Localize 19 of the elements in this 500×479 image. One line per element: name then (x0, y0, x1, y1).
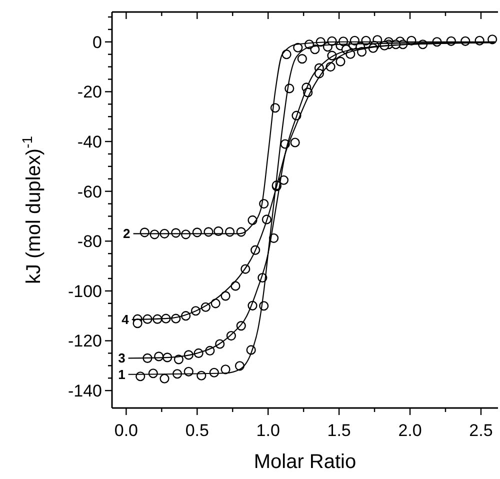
y-tick-label: -120 (68, 332, 102, 351)
x-tick-label: 2.5 (469, 421, 493, 440)
series-label: 2 (123, 226, 130, 242)
y-tick-label: -20 (77, 82, 102, 102)
x-tick-label: 0.0 (114, 421, 138, 440)
x-axis-title: Molar Ratio (254, 451, 356, 473)
x-tick-label: 1.0 (256, 421, 280, 440)
y-tick-label: -100 (68, 282, 102, 301)
x-tick-label: 1.5 (327, 421, 351, 440)
series-label: 4 (122, 312, 130, 328)
x-tick-label: 0.5 (185, 421, 209, 440)
y-tick-label: -40 (77, 132, 102, 152)
y-tick-label: -80 (77, 232, 102, 252)
y-tick-label: 0 (92, 32, 102, 52)
y-tick-label: -60 (77, 182, 102, 202)
x-tick-label: 2.0 (398, 421, 422, 440)
series-label: 3 (118, 350, 126, 366)
series-label: 1 (118, 366, 126, 382)
y-tick-label: -140 (68, 382, 102, 401)
